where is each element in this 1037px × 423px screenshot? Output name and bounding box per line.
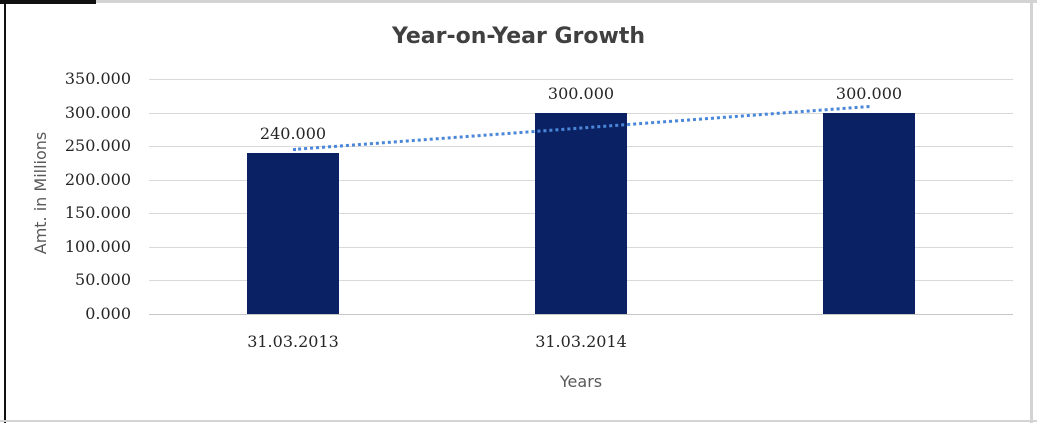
gridline	[149, 314, 1013, 315]
bar	[823, 112, 915, 314]
y-tick-label: 50.000	[75, 270, 131, 290]
x-category-label: 31.03.2014	[535, 332, 627, 351]
bar-value-label: 300.000	[547, 83, 615, 103]
y-tick-label: 0.000	[85, 304, 131, 323]
bar	[535, 112, 627, 314]
x-category-label: 31.03.2013	[247, 332, 339, 351]
bar-value-label: 300.000	[835, 83, 903, 103]
bar-value-label: 240.000	[259, 123, 327, 143]
border-left	[4, 0, 6, 423]
border-right	[1030, 0, 1033, 423]
border-top-left-dark	[0, 0, 96, 4]
border-top	[0, 0, 1037, 3]
gridline	[149, 79, 1013, 80]
y-tick-label: 350.000	[64, 69, 131, 88]
y-tick-label: 200.000	[64, 169, 131, 189]
bar	[247, 152, 339, 314]
y-tick-label: 100.000	[64, 236, 131, 256]
y-tick-label: 250.000	[64, 136, 131, 156]
y-tick-label: 300.000	[64, 102, 131, 122]
border-bottom	[0, 420, 1037, 422]
y-tick-label: 150.000	[64, 203, 131, 223]
chart-title: Year-on-Year Growth	[391, 24, 646, 49]
plot-area: 240.000 300.000 300.000	[149, 79, 1013, 314]
x-axis-title: Years	[559, 372, 603, 391]
